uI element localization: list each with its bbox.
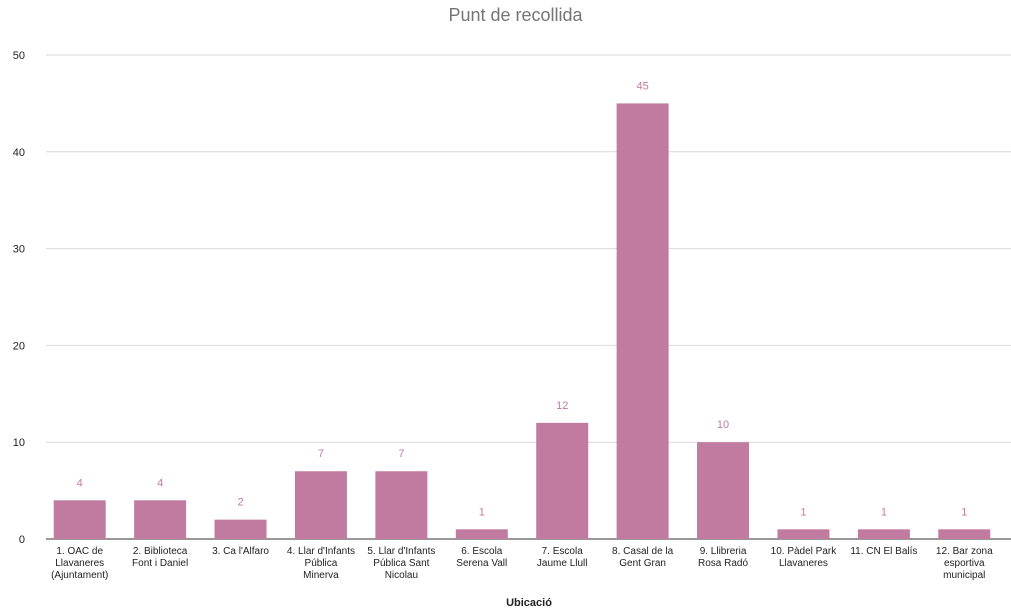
bar <box>616 103 669 540</box>
x-tick-label: 2. Biblioteca Font i Daniel <box>132 546 188 569</box>
bar <box>857 529 910 539</box>
data-label: 1 <box>961 506 967 518</box>
data-label: 45 <box>637 80 649 92</box>
chart-title: Punt de recollida <box>448 5 583 25</box>
bar <box>134 500 187 539</box>
data-label: 7 <box>398 448 404 460</box>
data-label: 1 <box>479 506 485 518</box>
bar <box>375 471 428 539</box>
x-tick-label: 3. Ca l'Alfaro <box>212 546 269 557</box>
bar <box>214 519 267 539</box>
data-label: 1 <box>881 506 887 518</box>
x-tick-label: 9. Llibreria Rosa Radó <box>698 546 748 569</box>
data-label: 4 <box>77 477 83 489</box>
x-tick-label: 10. Pàdel Park Llavaneres <box>771 546 838 569</box>
x-tick-label: 12. Bar zona esportiva municipal <box>936 546 993 581</box>
data-label: 7 <box>318 448 324 460</box>
y-tick-label: 20 <box>13 340 25 352</box>
x-tick-label: 7. Escola Jaume Llull <box>537 546 588 569</box>
data-label: 12 <box>556 400 568 412</box>
x-tick-label: 5. Llar d'Infants Pública Sant Nicolau <box>367 546 435 581</box>
y-tick-label: 40 <box>13 147 25 159</box>
x-tick-label: 1. OAC de Llavaneres (Ajuntament) <box>51 546 108 581</box>
bar <box>294 471 347 539</box>
x-tick-label: 11. CN El Balís <box>850 546 917 557</box>
bar <box>455 529 508 539</box>
data-label: 2 <box>237 497 243 509</box>
y-tick-label: 0 <box>19 534 25 546</box>
bar <box>536 422 589 539</box>
x-tick-label: 4. Llar d'Infants Pública Minerva <box>287 546 355 581</box>
data-label: 10 <box>717 419 729 431</box>
x-tick-label: 8. Casal de la Gent Gran <box>612 546 674 569</box>
bar <box>697 442 750 539</box>
data-label: 4 <box>157 477 163 489</box>
y-tick-label: 50 <box>13 50 25 62</box>
bar <box>777 529 830 539</box>
x-tick-label: 6. Escola Serena Vall <box>456 546 507 569</box>
bar <box>938 529 991 539</box>
bar <box>53 500 106 539</box>
y-tick-label: 30 <box>13 244 25 256</box>
data-label: 1 <box>800 506 806 518</box>
y-tick-label: 10 <box>13 437 25 449</box>
x-axis-label: Ubicació <box>506 597 552 609</box>
